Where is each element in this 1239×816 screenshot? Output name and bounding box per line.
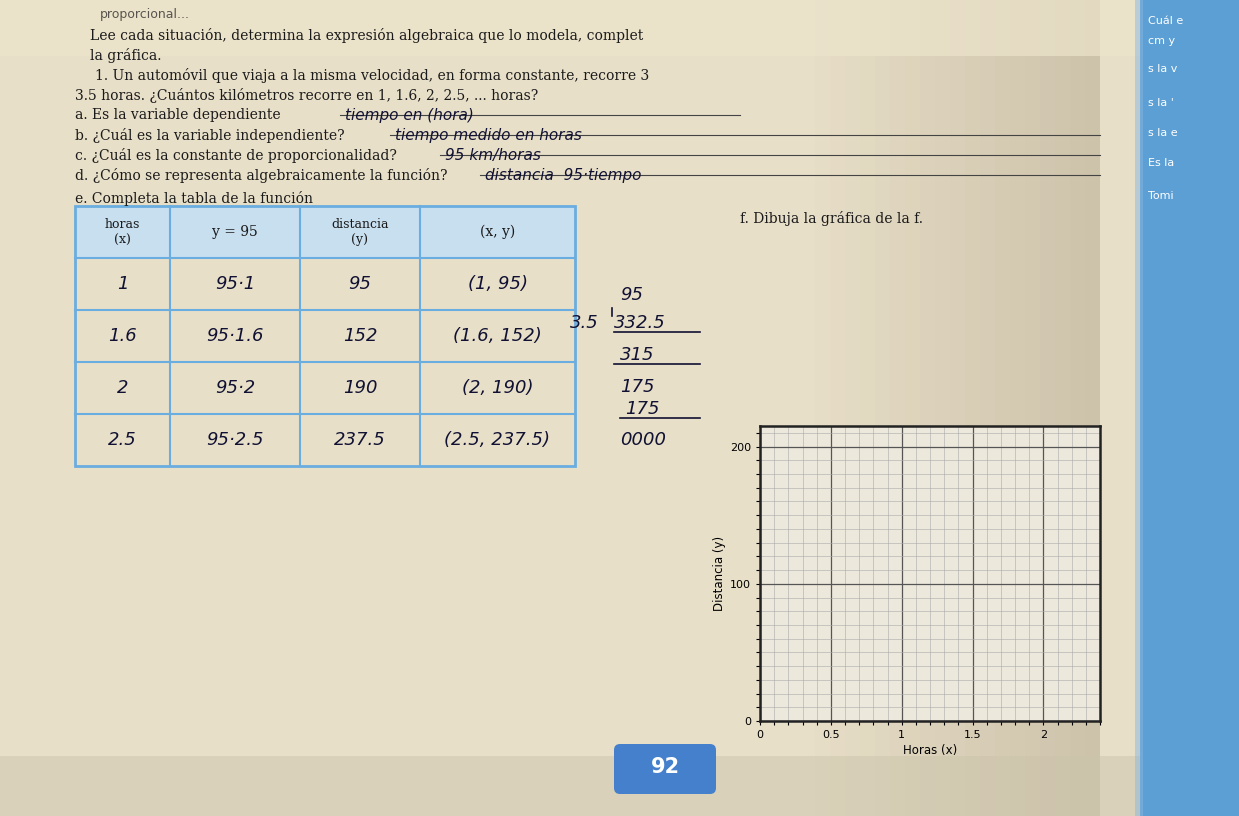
Text: (2.5, 237.5): (2.5, 237.5) [445,431,550,449]
Text: cm y: cm y [1149,36,1175,46]
Bar [76,206,575,466]
Text: 3.5 horas. ¿Cuántos kilómetros recorre en 1, 1.6, 2, 2.5, ... horas?: 3.5 horas. ¿Cuántos kilómetros recorre e… [76,88,538,103]
Bar [890,0,904,816]
Text: 1: 1 [116,275,129,293]
Text: Es la: Es la [1149,158,1175,168]
Bar [1040,0,1054,816]
Bar [845,0,860,816]
Bar [980,0,995,816]
Text: 1.6: 1.6 [108,327,136,345]
Text: 0000: 0000 [620,431,667,449]
Text: proporcional...: proporcional... [100,8,190,21]
Text: s la v: s la v [1149,64,1177,74]
Text: (1, 95): (1, 95) [467,275,528,293]
Bar [860,0,875,816]
Bar [965,0,980,816]
Bar [1085,0,1100,816]
Text: f. Dibuja la gráfica de la f.: f. Dibuja la gráfica de la f. [740,211,923,226]
Text: tiempo en (hora): tiempo en (hora) [344,108,473,123]
Text: c. ¿Cuál es la constante de proporcionalidad?: c. ¿Cuál es la constante de proporcional… [76,148,396,163]
Bar [1140,0,1239,816]
Text: 95: 95 [620,286,643,304]
Text: tiempo medido en horas: tiempo medido en horas [395,128,582,143]
Text: (y): (y) [352,233,368,246]
Bar [0,0,1140,56]
Text: d. ¿Cómo se representa algebraicamente la función?: d. ¿Cómo se representa algebraicamente l… [76,168,447,183]
Bar [800,0,815,816]
Bar [935,0,950,816]
Bar [995,0,1010,816]
Text: distancia: distancia [331,218,389,230]
Text: a. Es la variable dependiente: a. Es la variable dependiente [76,108,280,122]
FancyBboxPatch shape [615,744,716,794]
Text: 237.5: 237.5 [335,431,385,449]
X-axis label: Horas (x): Horas (x) [903,744,957,757]
Bar [904,0,921,816]
Text: Lee cada situación, determina la expresión algebraica que lo modela, complet: Lee cada situación, determina la expresi… [90,28,643,43]
Bar [76,206,575,258]
Text: 95 km/horas: 95 km/horas [445,148,541,163]
Text: 95: 95 [348,275,372,293]
Bar [830,0,845,816]
Text: y = 95: y = 95 [212,225,258,239]
Text: (1.6, 152): (1.6, 152) [453,327,541,345]
Text: la gráfica.: la gráfica. [90,48,161,63]
Text: distancia  95·tiempo: distancia 95·tiempo [484,168,642,183]
Text: 1. Un automóvil que viaja a la misma velocidad, en forma constante, recorre 3: 1. Un automóvil que viaja a la misma vel… [95,68,649,83]
Bar [875,0,890,816]
Bar [0,756,1140,816]
Text: 92: 92 [650,757,679,777]
Bar [1135,0,1144,816]
Text: 190: 190 [343,379,377,397]
Text: 2: 2 [116,379,129,397]
Text: 175: 175 [620,378,654,396]
Text: (x, y): (x, y) [479,224,515,239]
Y-axis label: Distancia (y): Distancia (y) [712,536,726,611]
Text: 175: 175 [624,400,659,418]
Text: s la e: s la e [1149,128,1177,138]
Bar [1025,0,1040,816]
Text: 95·1.6: 95·1.6 [206,327,264,345]
Bar [950,0,965,816]
Text: horas: horas [105,218,140,230]
Bar [815,0,830,816]
Text: e. Completa la tabla de la función: e. Completa la tabla de la función [76,191,313,206]
Bar [1070,0,1085,816]
Text: (2, 190): (2, 190) [462,379,533,397]
Bar [921,0,935,816]
Bar [1054,0,1070,816]
Text: 152: 152 [343,327,377,345]
Text: 95·1: 95·1 [214,275,255,293]
Polygon shape [0,0,1140,816]
Text: Tomi: Tomi [1149,191,1173,201]
Bar [1010,0,1025,816]
Text: 315: 315 [620,346,654,364]
Text: 3.5: 3.5 [570,314,598,332]
Text: Cuál e: Cuál e [1149,16,1183,26]
Text: s la ': s la ' [1149,98,1173,108]
Text: 95·2.5: 95·2.5 [206,431,264,449]
Text: (x): (x) [114,233,131,246]
Text: b. ¿Cuál es la variable independiente?: b. ¿Cuál es la variable independiente? [76,128,344,143]
Text: 2.5: 2.5 [108,431,136,449]
Text: 95·2: 95·2 [214,379,255,397]
Text: 332.5: 332.5 [615,314,665,332]
